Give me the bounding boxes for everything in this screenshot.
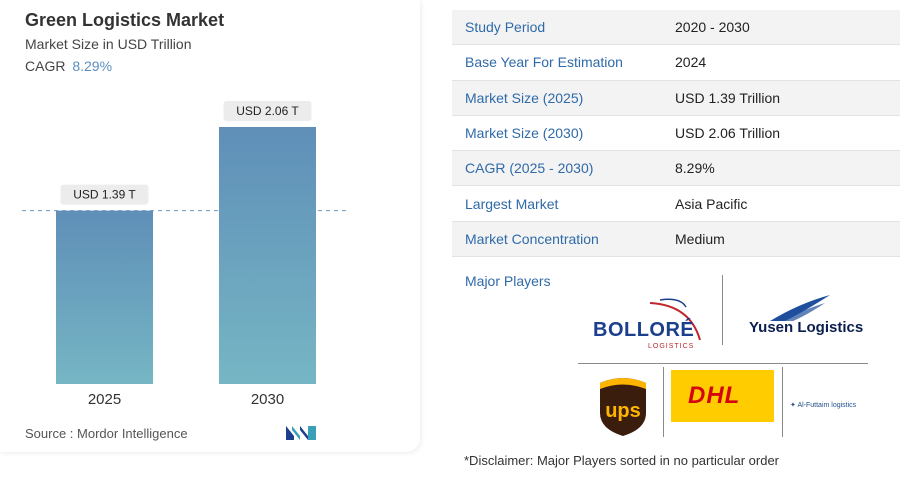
data-label-bg — [223, 101, 312, 121]
row-key: Market Concentration — [465, 230, 599, 247]
row-value: 2024 — [675, 54, 707, 71]
bar-2030 — [219, 127, 316, 384]
source-text: Source : Mordor Intelligence — [25, 426, 188, 441]
row-value: Medium — [675, 230, 725, 247]
bollore-name: BOLLORÉ — [593, 319, 695, 341]
table-row: Largest Market Asia Pacific — [452, 186, 900, 222]
yusen-name: Yusen Logistics — [749, 319, 864, 336]
table-row: Market Concentration Medium — [452, 221, 900, 258]
yusen-logo: Yusen Logistics — [745, 293, 865, 353]
bar-2025 — [56, 210, 153, 384]
divider — [782, 367, 783, 437]
divider — [578, 363, 868, 364]
chart-subtitle: Market Size in USD Trillion — [25, 36, 192, 52]
alfuttaim-logo: ✦ Al-Futtaim logistics — [790, 401, 856, 409]
row-key: CAGR (2025 - 2030) — [465, 160, 594, 177]
cagr-value: 8.29% — [72, 58, 113, 74]
row-value: USD 2.06 Trillion — [675, 125, 781, 142]
major-players-label: Major Players — [465, 273, 551, 289]
chart-title: Green Logistics Market — [25, 10, 225, 30]
table-row: Base Year For Estimation 2024 — [452, 45, 900, 81]
table-row: Market Size (2025) USD 1.39 Trillion — [452, 80, 900, 116]
row-key: Market Size (2030) — [465, 125, 584, 142]
row-value: Asia Pacific — [675, 195, 748, 212]
divider — [722, 275, 723, 345]
data-label: USD 1.39 T — [73, 188, 136, 202]
mordor-intelligence-logo-icon — [286, 426, 316, 440]
table-row: CAGR (2025 - 2030) 8.29% — [452, 151, 900, 187]
divider — [663, 367, 664, 437]
dhl-name: DHL — [688, 382, 741, 409]
cagr-line: CAGR 8.29% — [25, 58, 112, 74]
x-tick-label: 2030 — [251, 391, 284, 408]
chart-card: Green Logistics Market Market Size in US… — [0, 0, 420, 452]
bollore-sub: LOGISTICS — [648, 343, 695, 350]
cagr-label: CAGR — [25, 58, 66, 74]
row-key: Study Period — [465, 19, 546, 36]
ups-name: ups — [605, 400, 641, 422]
ups-shield-icon: ups — [600, 378, 646, 436]
table-row: Market Size (2030) USD 2.06 Trillion — [452, 116, 900, 152]
row-value: USD 1.39 Trillion — [675, 89, 781, 106]
bollore-swoosh-icon — [649, 298, 701, 341]
row-key: Base Year For Estimation — [465, 54, 623, 71]
row-value: 8.29% — [675, 160, 715, 177]
dhl-logo: DHL — [671, 370, 774, 422]
table-row: Study Period 2020 - 2030 — [452, 10, 900, 46]
disclaimer-text: *Disclaimer: Major Players sorted in no … — [464, 453, 780, 468]
alfuttaim-icon: ✦ — [790, 402, 798, 409]
row-value: 2020 - 2030 — [675, 19, 750, 36]
bar-chart: USD 1.39 T 2025 USD 2.06 T 2030 — [22, 101, 350, 408]
x-tick-label: 2025 — [88, 391, 121, 408]
major-players-grid: BOLLORÉ LOGISTICS Yusen Logistics ups DH… — [560, 275, 880, 440]
data-label-bg — [60, 184, 149, 205]
alfuttaim-name: Al-Futtaim logistics — [797, 402, 857, 409]
data-label: USD 2.06 T — [236, 104, 299, 118]
row-key: Largest Market — [465, 195, 559, 212]
bollore-logo: BOLLORÉ LOGISTICS — [590, 295, 710, 355]
row-key: Market Size (2025) — [465, 89, 584, 106]
summary-table: Study Period 2020 - 2030 Base Year For E… — [452, 10, 900, 258]
yusen-wing-icon — [770, 295, 830, 321]
